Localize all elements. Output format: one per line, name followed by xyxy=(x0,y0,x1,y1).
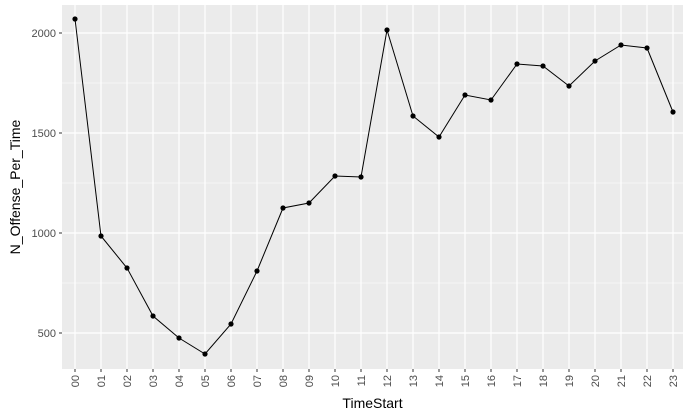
x-tick-label-07: 07 xyxy=(252,375,264,387)
data-point-20 xyxy=(592,58,598,64)
x-tick-label-21: 21 xyxy=(616,375,628,387)
data-points xyxy=(72,16,676,357)
data-point-14 xyxy=(436,134,442,140)
x-tick-label-13: 13 xyxy=(408,375,420,387)
data-point-08 xyxy=(280,205,286,211)
data-point-04 xyxy=(176,335,182,341)
data-point-00 xyxy=(72,16,78,22)
data-point-21 xyxy=(618,42,624,48)
data-point-10 xyxy=(332,173,338,179)
x-tick-label-15: 15 xyxy=(460,375,472,387)
x-tick-label-02: 02 xyxy=(122,375,134,387)
x-tick-label-05: 05 xyxy=(200,375,212,387)
data-point-05 xyxy=(202,351,208,357)
data-point-03 xyxy=(150,313,156,319)
y-axis: 500 1000 1500 2000 xyxy=(32,28,62,340)
data-point-02 xyxy=(124,265,130,271)
x-tick-label-10: 10 xyxy=(330,375,342,387)
x-tick-label-20: 20 xyxy=(590,375,602,387)
data-point-17 xyxy=(514,61,520,67)
y-tick-label-500: 500 xyxy=(38,328,56,340)
data-point-18 xyxy=(540,63,546,69)
x-tick-label-03: 03 xyxy=(148,375,160,387)
x-tick-label-06: 06 xyxy=(226,375,238,387)
x-tick-label-17: 17 xyxy=(512,375,524,387)
x-tick-label-08: 08 xyxy=(278,375,290,387)
series-line-group xyxy=(74,18,674,355)
y-tick-label-2000: 2000 xyxy=(32,28,56,40)
data-point-23 xyxy=(670,109,676,115)
x-axis-title: TimeStart xyxy=(342,395,402,411)
x-tick-label-22: 22 xyxy=(642,375,654,387)
data-point-12 xyxy=(384,27,390,33)
x-tick-label-12: 12 xyxy=(382,375,394,387)
major-gridlines xyxy=(62,5,683,369)
data-point-16 xyxy=(488,97,494,103)
data-point-19 xyxy=(566,83,572,89)
data-point-22 xyxy=(644,45,650,51)
plot-panel xyxy=(62,5,683,369)
y-tick-label-1500: 1500 xyxy=(32,128,56,140)
data-point-09 xyxy=(306,200,312,206)
x-tick-label-09: 09 xyxy=(304,375,316,387)
x-tick-label-01: 01 xyxy=(96,375,108,387)
x-tick-label-19: 19 xyxy=(564,375,576,387)
series-line xyxy=(74,18,674,355)
x-tick-label-00: 00 xyxy=(70,375,82,387)
y-tick-label-1000: 1000 xyxy=(32,228,56,240)
x-tick-label-04: 04 xyxy=(174,375,186,387)
x-axis: 00 01 02 03 04 05 06 07 08 09 10 11 12 13 14 15 16 17 18 19… xyxy=(70,369,680,387)
x-tick-label-14: 14 xyxy=(434,375,446,387)
x-tick-label-18: 18 xyxy=(538,375,550,387)
y-axis-title: N_Offense_Per_Time xyxy=(7,119,23,254)
data-point-06 xyxy=(228,321,234,327)
minor-gridlines xyxy=(62,82,683,284)
x-tick-label-16: 16 xyxy=(486,375,498,387)
data-point-11 xyxy=(358,174,364,180)
data-point-07 xyxy=(254,268,260,274)
x-tick-label-11: 11 xyxy=(356,375,368,386)
data-point-01 xyxy=(98,233,104,239)
data-point-15 xyxy=(462,92,468,98)
x-tick-label-23: 23 xyxy=(668,375,680,387)
data-point-13 xyxy=(410,113,416,119)
